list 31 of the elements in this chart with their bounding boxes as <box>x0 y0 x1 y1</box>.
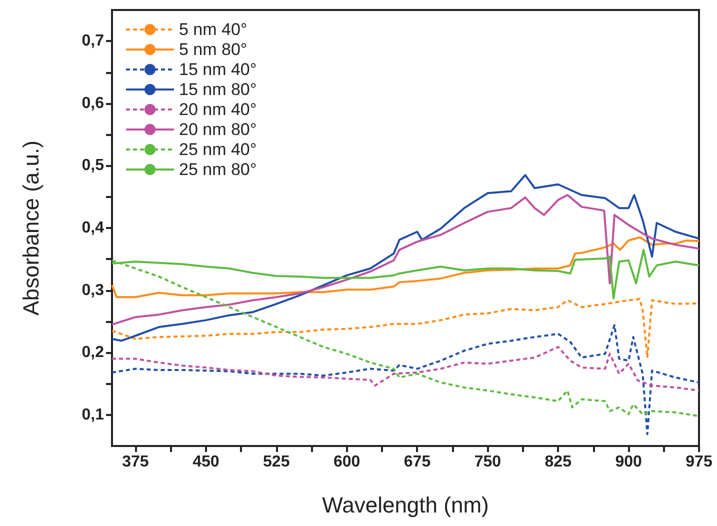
y-tick-label: 0,5 <box>82 157 104 174</box>
x-tick-label: 375 <box>122 454 149 470</box>
legend-label: 15 nm 40° <box>179 60 257 79</box>
y-tick-label: 0,6 <box>82 94 104 112</box>
line-series <box>111 346 700 392</box>
line-series <box>111 236 700 298</box>
legend-label: 25 nm 80° <box>179 160 257 179</box>
x-tick-label: 525 <box>263 454 290 470</box>
line-series <box>111 324 700 436</box>
y-tick-label: 0,2 <box>82 344 104 362</box>
x-tick-label: 750 <box>474 454 502 470</box>
y-tick-label: 0,4 <box>82 220 104 236</box>
legend-label: 5 nm 40° <box>179 20 248 39</box>
x-tick-label: 900 <box>615 454 642 470</box>
legend-label: 20 nm 80° <box>179 120 257 139</box>
legend-label: 5 nm 80° <box>179 40 248 59</box>
legend-label: 20 nm 40° <box>179 100 257 119</box>
legend-label: 15 nm 80° <box>179 80 257 99</box>
line-series <box>111 174 700 342</box>
x-axis-title: Wavelength (nm) <box>322 492 489 518</box>
legend-label: 25 nm 40° <box>179 140 257 159</box>
x-tick-label: 450 <box>192 454 220 470</box>
y-tick-label: 0,7 <box>82 32 104 50</box>
x-tick-label: 975 <box>686 454 712 470</box>
line-series <box>111 194 700 326</box>
x-tick-label: 600 <box>333 454 360 470</box>
y-axis-title: Absorbance (a.u.) <box>18 140 44 316</box>
x-tick-label: 675 <box>404 454 431 470</box>
y-tick-label: 0,3 <box>82 282 104 299</box>
x-tick-label: 825 <box>544 454 572 470</box>
y-tick-label: 0,1 <box>82 406 104 424</box>
